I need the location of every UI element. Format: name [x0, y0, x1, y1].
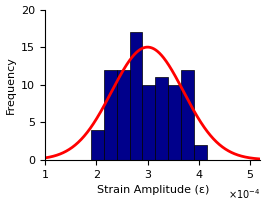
- Bar: [91, 130, 104, 160]
- Bar: [194, 145, 207, 160]
- Bar: [130, 32, 142, 160]
- Bar: [117, 70, 130, 160]
- X-axis label: Strain Amplitude (ε): Strain Amplitude (ε): [97, 185, 209, 195]
- Y-axis label: Frequency: Frequency: [6, 56, 15, 114]
- Bar: [142, 85, 155, 160]
- Bar: [104, 70, 117, 160]
- Bar: [181, 70, 194, 160]
- Bar: [168, 85, 181, 160]
- Text: $\times10^{-4}$: $\times10^{-4}$: [228, 187, 260, 201]
- Bar: [155, 77, 168, 160]
